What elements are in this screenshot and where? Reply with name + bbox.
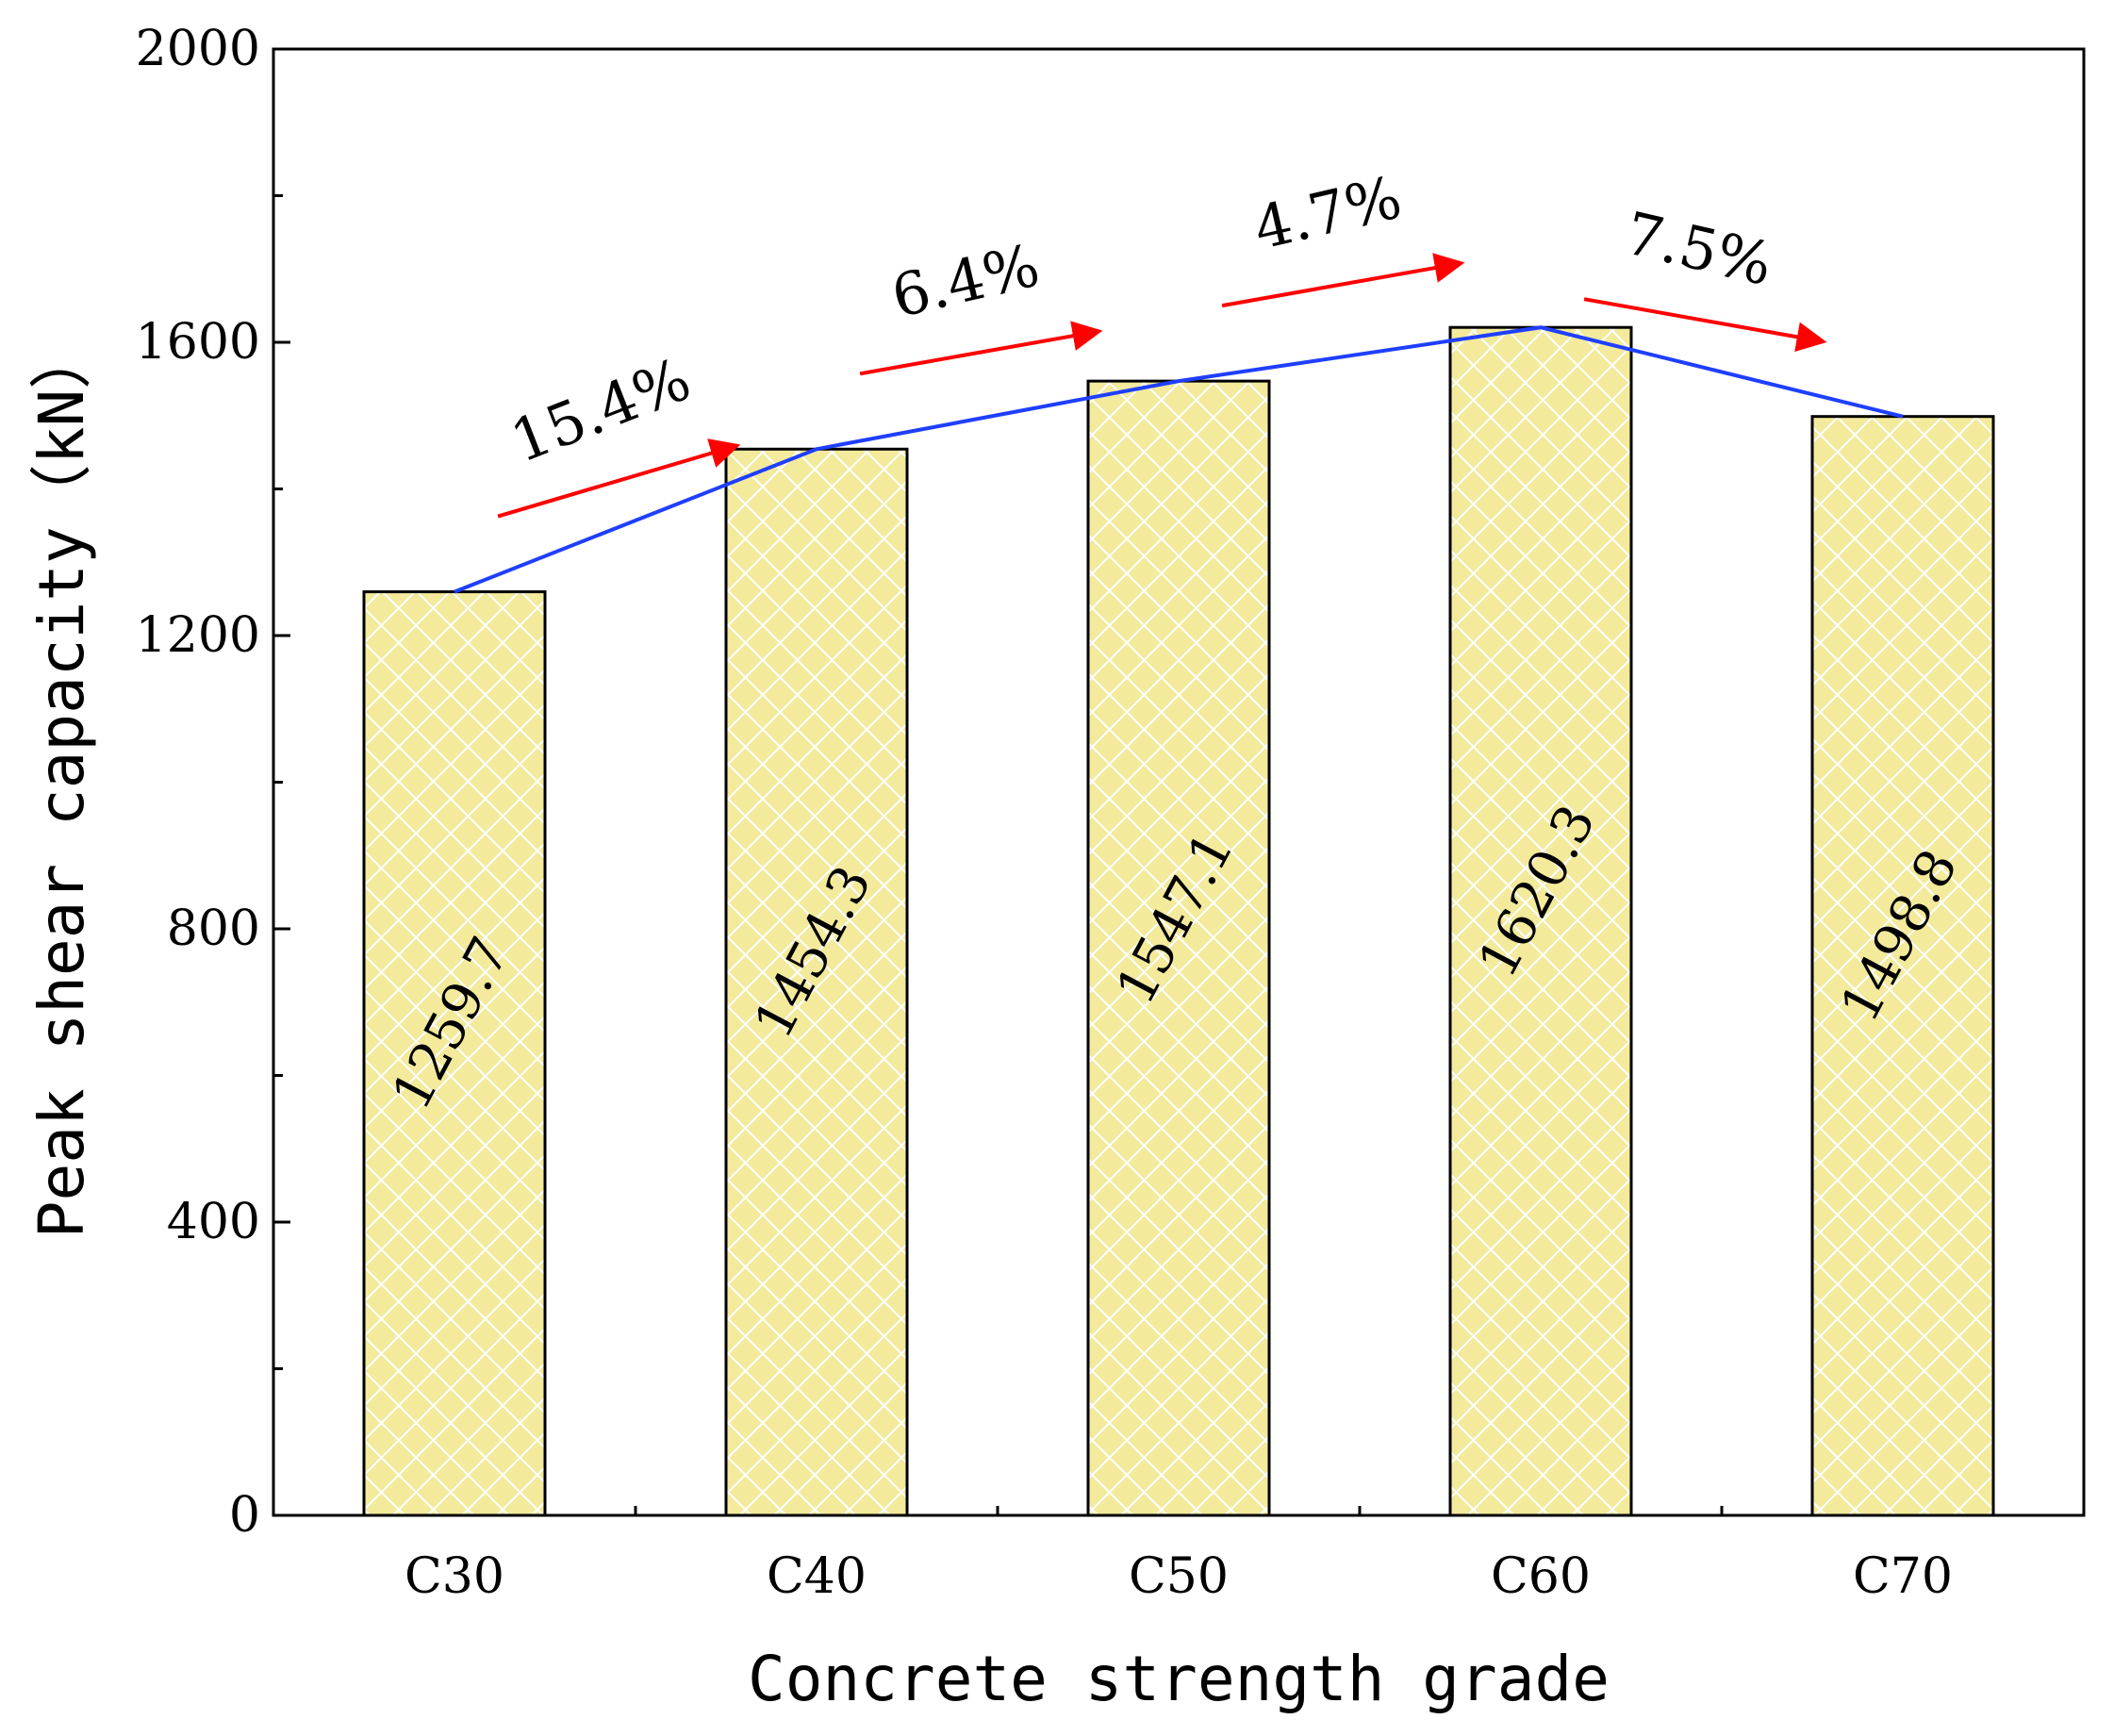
change-percent-label: 7.5% xyxy=(1619,198,1779,299)
change-arrow xyxy=(497,438,741,519)
x-tick-label: C70 xyxy=(1853,1548,1953,1605)
trend-line-group xyxy=(454,325,1904,594)
y-axis-title: Peak shear capacity（kN） xyxy=(25,327,98,1238)
y-axis: 0 400 800 1200 1600 2000 xyxy=(136,21,290,1544)
y-tick-label: 2000 xyxy=(136,21,260,77)
y-tick-label: 1200 xyxy=(136,607,260,664)
bar-C30 xyxy=(362,590,547,1517)
change-percent-label: 15.4% xyxy=(502,344,700,476)
x-tick-label: C30 xyxy=(405,1548,504,1605)
bar-C40 xyxy=(724,447,909,1517)
x-tick-label: C60 xyxy=(1491,1548,1591,1605)
bars xyxy=(362,325,1995,1517)
change-percent-label: 4.7% xyxy=(1247,162,1408,263)
change-arrow xyxy=(1583,297,1827,353)
y-tick-label: 1600 xyxy=(136,314,260,371)
x-tick-label: C40 xyxy=(767,1548,867,1605)
change-arrow xyxy=(859,321,1103,376)
change-percent-label: 6.4% xyxy=(885,230,1046,331)
change-arrow xyxy=(1221,253,1465,308)
bar-C50 xyxy=(1086,379,1271,1517)
y-tick-label: 800 xyxy=(167,901,260,957)
y-tick-label: 400 xyxy=(167,1194,260,1250)
y-tick-label: 0 xyxy=(229,1487,260,1544)
x-tick-label: C50 xyxy=(1129,1548,1229,1605)
bar-C70 xyxy=(1810,415,1995,1517)
trend-line xyxy=(454,325,1904,594)
x-axis-title: Concrete strength grade xyxy=(748,1643,1610,1715)
bar-C60 xyxy=(1448,325,1633,1517)
